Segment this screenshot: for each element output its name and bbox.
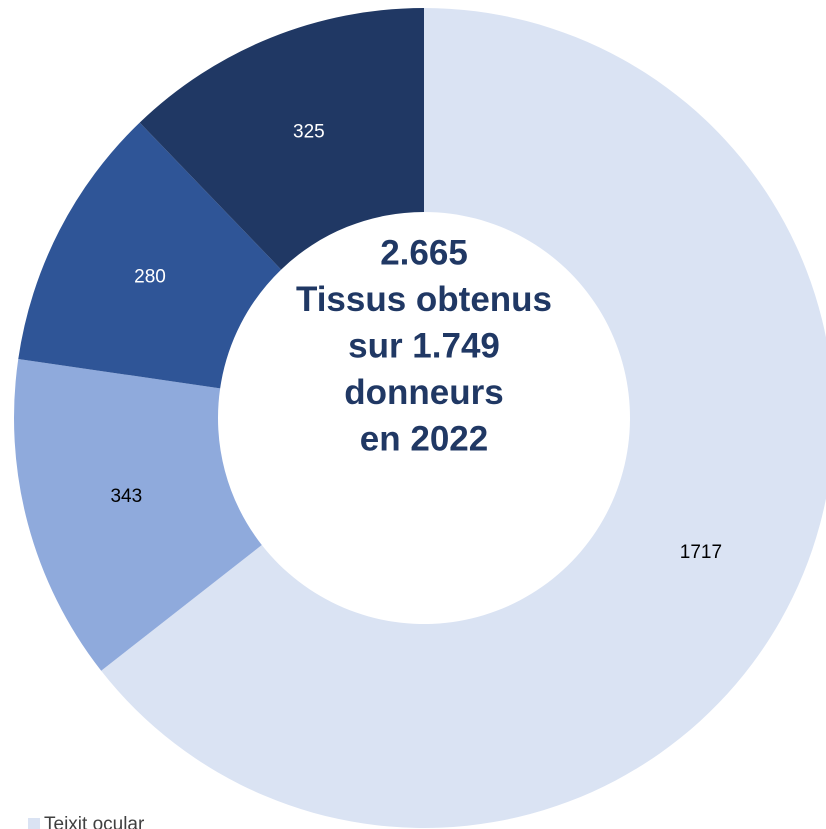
slice	[18, 122, 282, 389]
center-text: 2.665 Tissus obtenus sur 1.749 donneurs en 2…	[296, 233, 552, 458]
data-labels: 1717 343 280 325	[110, 121, 722, 563]
center-line: sur 1.749	[348, 326, 500, 365]
data-label: 325	[293, 121, 325, 142]
legend: Teixit ocular	[28, 814, 145, 829]
legend-label: Teixit ocular	[44, 814, 145, 829]
data-label: 280	[134, 266, 166, 287]
center-line: en 2022	[360, 419, 488, 458]
data-label: 1717	[680, 542, 722, 563]
data-label: 343	[110, 486, 142, 507]
center-line: donneurs	[344, 373, 503, 412]
slice	[101, 8, 826, 828]
legend-swatch	[28, 818, 40, 829]
center-line: Tissus obtenus	[296, 280, 552, 319]
slice	[13, 358, 262, 671]
center-line: 2.665	[380, 233, 468, 272]
slice	[139, 8, 424, 270]
donut	[13, 8, 826, 828]
